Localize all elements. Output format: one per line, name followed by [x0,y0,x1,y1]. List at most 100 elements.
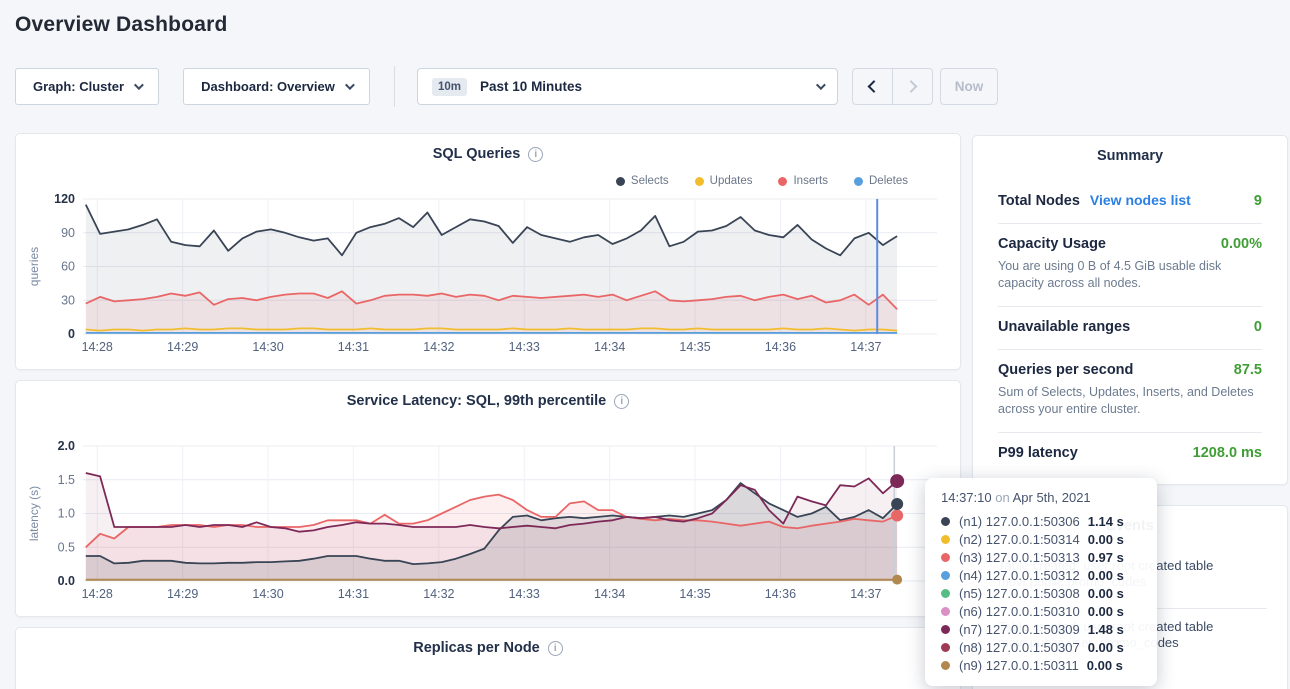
y-tick-label: 0.5 [58,540,75,554]
summary-label: Capacity Usage [998,236,1106,252]
summary-row: Unavailable ranges 0 [998,307,1262,350]
summary-label: P99 latency [998,445,1078,461]
series-area-Selects [85,204,898,334]
y-tick-label: 1.0 [58,507,75,521]
summary-body: Total Nodes View nodes list 9 Capacity Usag… [998,180,1262,475]
hover-dot-n1 [891,498,904,511]
series-color-dot [941,660,950,670]
x-tick-label: 14:30 [252,587,283,601]
series-area-Inserts [85,291,898,334]
series-line-Inserts [85,290,898,310]
chevron-down-icon [815,80,826,91]
prev-time-button[interactable] [853,69,892,104]
sql-queries-panel: SQL Queries Selects Updates Inserts Deletes… [15,133,961,370]
legend-dot [615,176,625,186]
summary-row: Total Nodes View nodes list 9 [998,180,1262,224]
sql-queries-chart[interactable]: 0 30 60 90 120 14:28 14:29 14:30 14:31 14:32 14:33… [16,134,962,371]
tooltip-row: (n5) 127.0.0.1:50308 0.00 s [941,584,1147,602]
x-tick-label: 14:33 [509,340,540,354]
summary-desc: Sum of Selects, Updates, Inserts, and De… [998,385,1254,416]
series-color-dot [941,570,950,580]
summary-value: 0 [1253,319,1262,335]
x-tick-label: 14:31 [338,587,369,601]
series-line-Selects [84,204,898,257]
time-range-label: Past 10 Minutes [480,79,583,94]
summary-panel: Summary Total Nodes View nodes list 9 Capac… [972,135,1288,485]
summary-row: P99 latency 1208.0 ms [998,433,1262,475]
summary-label: Total Nodes [998,193,1080,209]
x-tick-label: 14:28 [82,587,113,601]
chevron-down-icon [133,80,144,91]
time-range-picker[interactable]: 10m Past 10 Minutes [417,68,838,105]
tooltip-row: (n8) 127.0.0.1:50307 0.00 s [941,638,1147,656]
summary-row: Capacity Usage 0.00% You are using 0 B of … [998,224,1262,307]
x-tick-label: 14:35 [679,587,710,601]
series-color-dot [941,642,950,652]
x-tick-label: 14:37 [850,587,881,601]
legend-item-selects[interactable]: Selects [615,175,669,187]
hover-dot-n3 [891,509,904,522]
now-button[interactable]: Now [940,68,998,105]
info-icon[interactable] [528,146,544,162]
x-tick-label: 14:31 [338,340,369,354]
x-tick-label: 14:30 [252,340,283,354]
series-color-dot [941,516,950,526]
legend-item-updates[interactable]: Updates [694,175,752,187]
summary-value: 87.5 [1233,362,1262,378]
service-latency-panel: Service Latency: SQL, 99th percentile 0.… [15,380,961,617]
replicas-per-node-panel: Replicas per Node [15,627,961,689]
dashboard-dropdown[interactable]: Dashboard: Overview [183,68,370,105]
summary-value: 9 [1253,193,1262,209]
view-nodes-list-link[interactable]: View nodes list [1089,192,1191,208]
y-tick-label: 0 [68,327,75,341]
x-tick-label: 14:35 [679,340,710,354]
toolbar-divider [394,66,395,107]
series-color-dot [941,606,950,616]
tooltip-row: (n6) 127.0.0.1:50310 0.00 s [941,602,1147,620]
legend-dot [694,176,704,186]
page-title: Overview Dashboard [15,13,228,36]
x-tick-label: 14:28 [82,340,113,354]
info-icon[interactable] [547,640,563,656]
tooltip-row: (n1) 127.0.0.1:50306 1.14 s [941,512,1147,530]
next-time-button[interactable] [892,69,932,104]
x-tick-label: 14:32 [423,587,454,601]
summary-value: 0.00% [1220,236,1262,252]
series-color-dot [941,624,950,634]
series-line-n3 [85,493,898,548]
summary-value: 1208.0 ms [1192,445,1262,461]
legend-item-inserts[interactable]: Inserts [778,175,828,187]
y-tick-label: 1.5 [58,473,75,487]
service-latency-chart[interactable]: 0.0 0.5 1.0 1.5 2.0 14:28 14:29 14:30 14:31 14:32… [16,381,962,618]
series-area-n3 [85,494,898,581]
legend-item-deletes[interactable]: Deletes [854,175,908,187]
series-area-n1 [85,483,898,581]
x-tick-label: 14:32 [423,340,454,354]
tooltip-row: (n4) 127.0.0.1:50312 0.00 s [941,566,1147,584]
time-range-badge: 10m [432,77,468,96]
x-tick-label: 14:29 [167,587,198,601]
series-line-n1 [85,482,898,566]
dashboard-dropdown-label: Dashboard: Overview [201,79,335,94]
info-icon[interactable] [614,393,630,409]
x-tick-label: 14:36 [765,587,796,601]
graph-dropdown-label: Graph: Cluster [32,79,124,94]
summary-label: Unavailable ranges [998,319,1131,335]
series-color-dot [941,588,950,598]
graph-dropdown[interactable]: Graph: Cluster [15,68,159,105]
y-tick-label: 30 [61,293,75,307]
summary-title: Summary [1096,148,1164,164]
chart-title: Replicas per Node [413,640,540,656]
y-tick-label: 120 [54,192,75,206]
x-tick-label: 14:29 [167,340,198,354]
series-color-dot [941,552,950,562]
hover-dot-n9 [892,574,903,585]
chart-legend: Selects Updates Inserts Deletes [615,175,908,187]
y-axis-label: queries [27,247,41,286]
tooltip-row: (n7) 127.0.0.1:50309 1.48 s [941,620,1147,638]
tooltip-timestamp: 14:37:10 on Apr 5th, 2021 [941,490,1091,505]
hover-dot-n7 [890,474,905,489]
series-line-n7 [85,472,898,533]
x-tick-label: 14:36 [765,340,796,354]
summary-row: Queries per second 87.5 Sum of Selects, Up… [998,350,1262,433]
